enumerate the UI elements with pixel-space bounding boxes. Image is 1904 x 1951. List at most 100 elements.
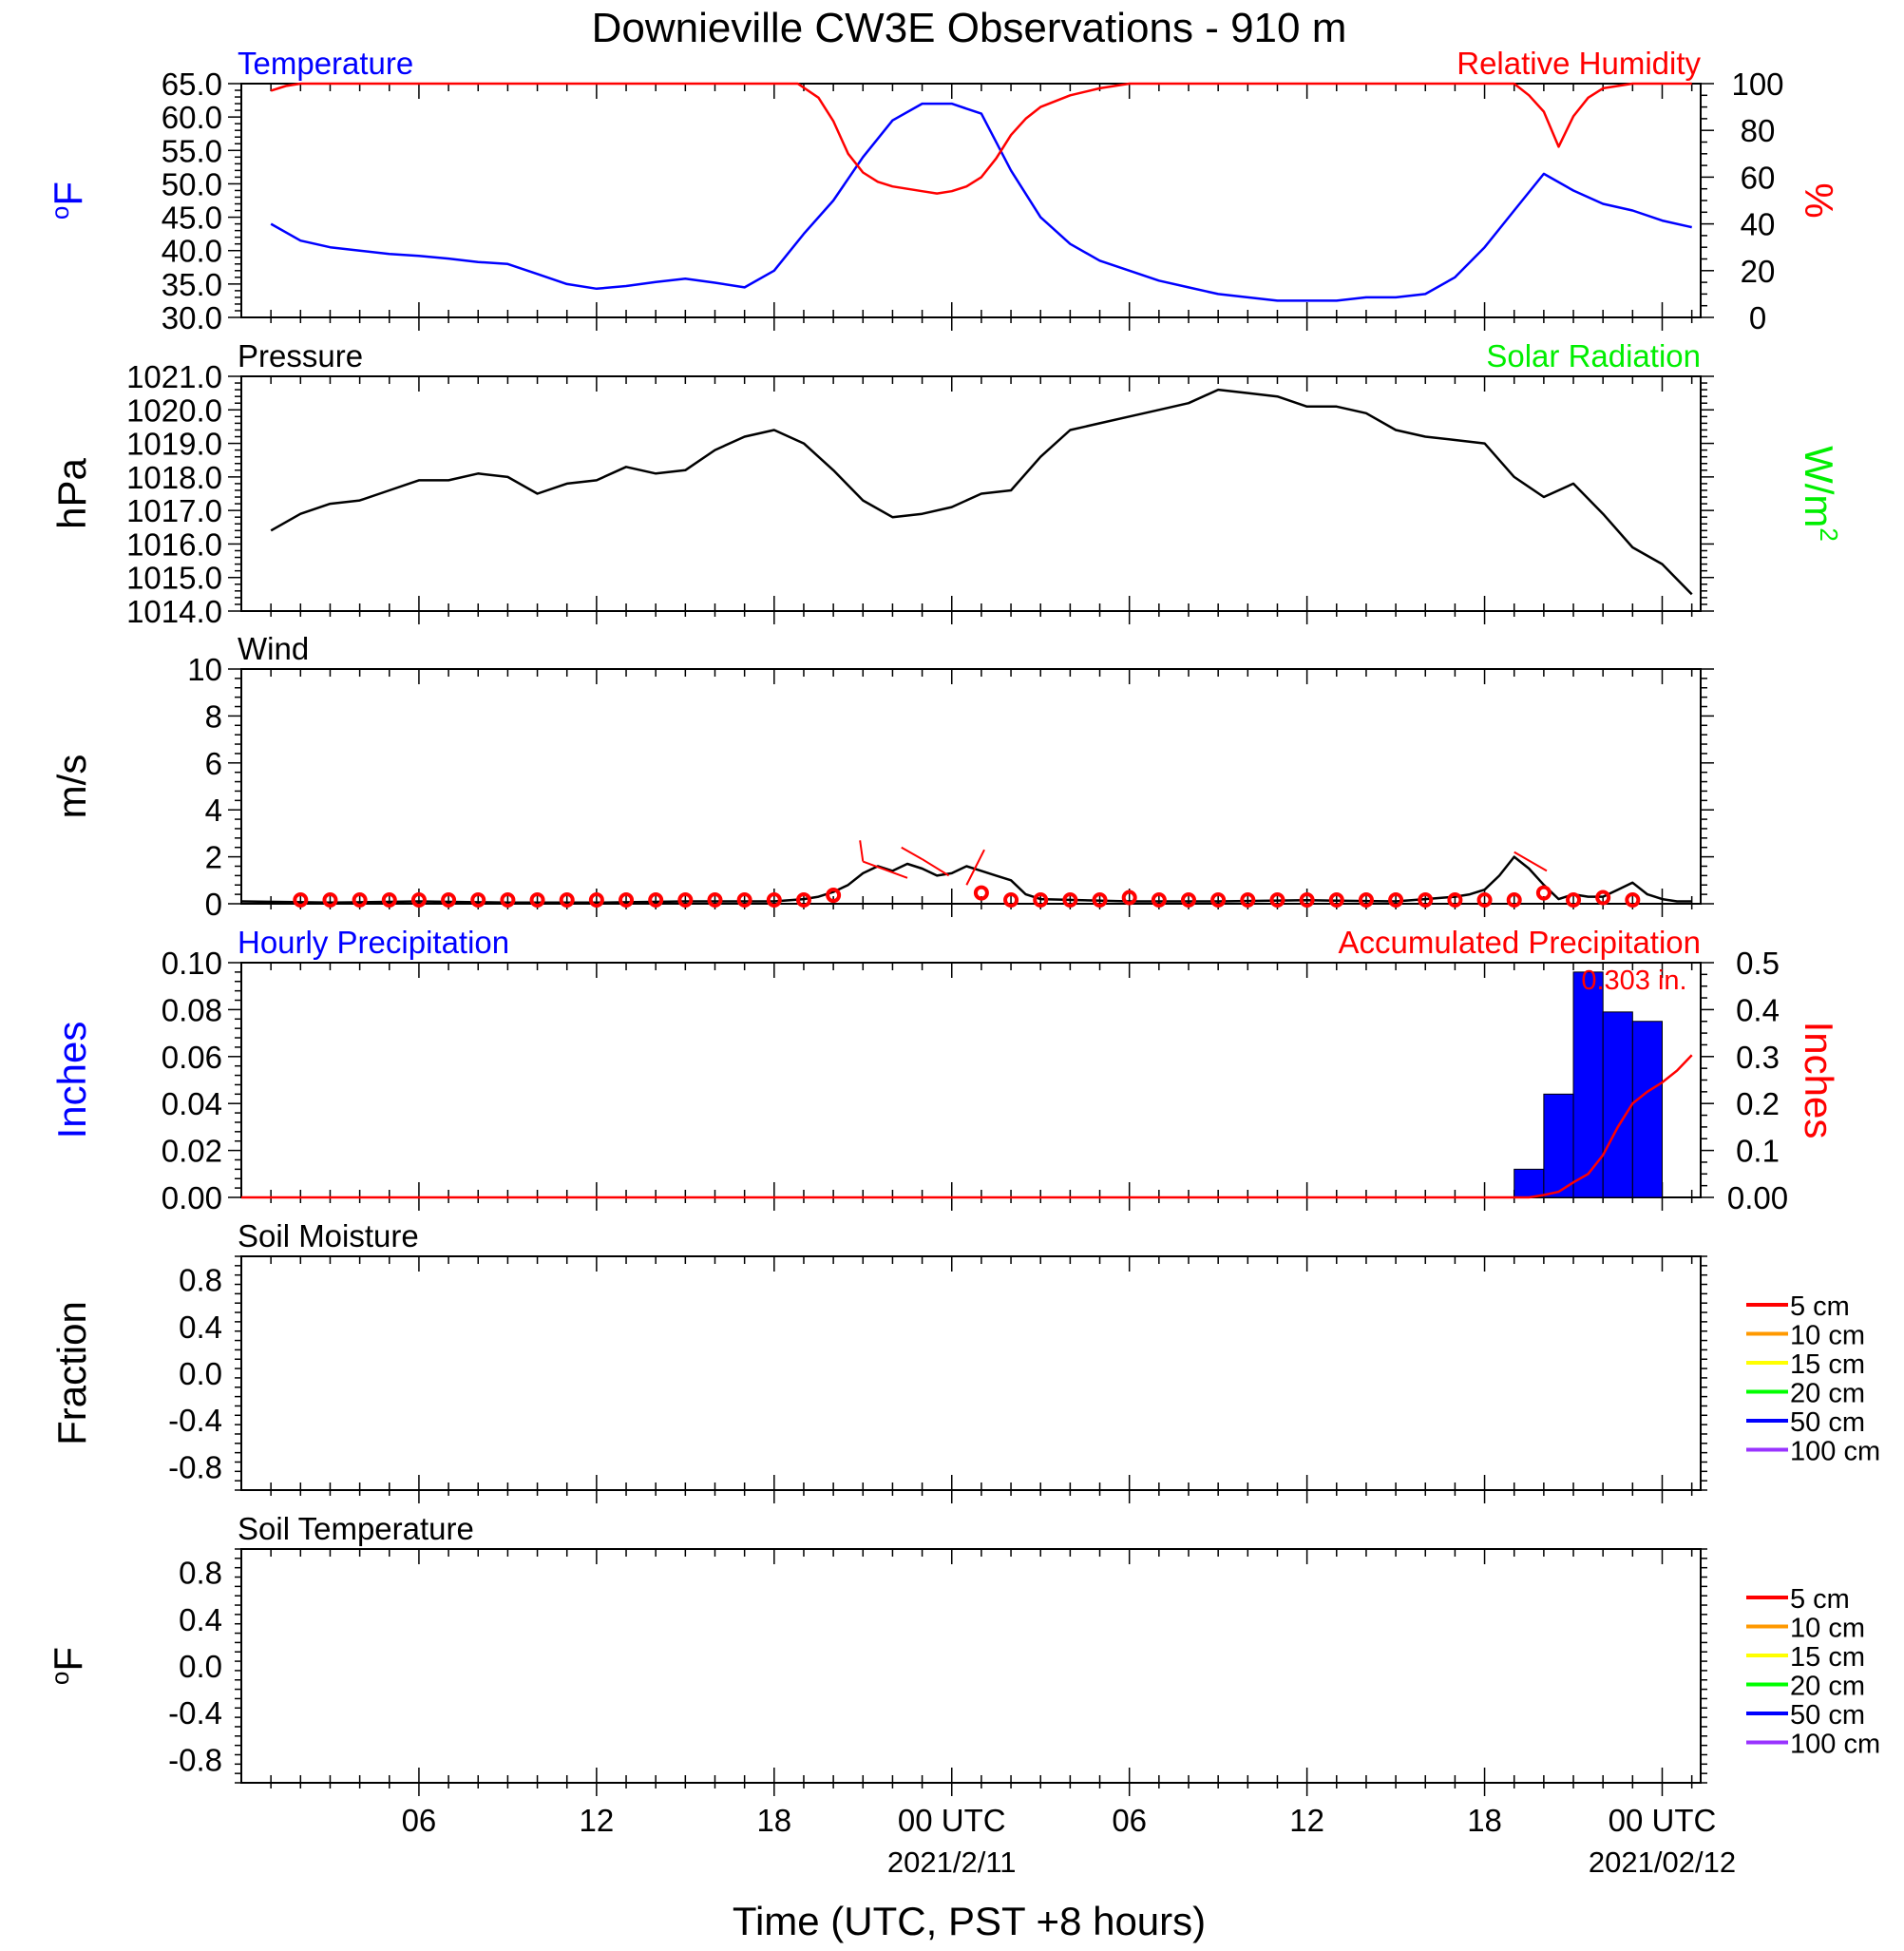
precip-bar xyxy=(1631,1021,1663,1198)
panel-soil_moisture: -0.8 -0.4 0.0 0.4 0.8 Soil Moisture Fraction 5 … xyxy=(49,1218,1880,1503)
wind-calm-circle xyxy=(619,892,635,908)
y-axis-label: m/s xyxy=(49,755,94,819)
y-tick-label: 1014.0 xyxy=(126,594,222,629)
wind-calm-circle xyxy=(1595,889,1611,906)
y-tick-label: 1016.0 xyxy=(126,526,222,562)
y-tick-label: 0.04 xyxy=(162,1086,222,1121)
wind-calm-circle xyxy=(1535,885,1552,901)
y-tick-label-right: 60 xyxy=(1741,160,1776,195)
y-tick-label-right: 0.00 xyxy=(1727,1180,1788,1215)
y-tick-label-right: 80 xyxy=(1741,113,1776,148)
x-tick-label: 12 xyxy=(1289,1803,1324,1838)
y-tick-label: 0.08 xyxy=(162,992,222,1027)
wind-calm-circle xyxy=(1328,892,1344,908)
wind-calm-circle xyxy=(1240,892,1256,908)
wind-barb xyxy=(859,840,865,862)
wind-calm-circle xyxy=(1151,892,1167,908)
accum-annotation: 0.303 in. xyxy=(1581,966,1686,996)
series-line-0 xyxy=(240,855,1692,905)
degree-o: o xyxy=(46,1672,74,1685)
y-axis-label: Fraction xyxy=(49,1301,94,1445)
wind-calm-circle xyxy=(1476,892,1493,908)
wind-calm-circle xyxy=(1092,892,1108,908)
x-tick-label: 18 xyxy=(756,1803,791,1838)
panel-precipitation: 0.00 0.02 0.04 0.06 0.08 0.10 0.00 0.1 0.2 0.3 0.4… xyxy=(49,925,1841,1215)
panel-temperature_rh: 30.035.040.045.050.055.060.065.0 0 20 40 60 8… xyxy=(46,46,1841,335)
wind-calm-circle xyxy=(293,892,309,908)
wind-calm-circle xyxy=(826,888,842,904)
y-tick-label: 60.0 xyxy=(162,100,222,135)
wind-calm-circle xyxy=(529,892,545,908)
precip-bar xyxy=(1543,1093,1574,1198)
wind-calm-circle xyxy=(736,892,752,908)
x-tick-label: 06 xyxy=(402,1803,437,1838)
x-date-label: 2021/02/12 xyxy=(1589,1846,1736,1879)
precip-bar xyxy=(1572,971,1604,1198)
y-tick-label: 1019.0 xyxy=(126,427,222,462)
y-axis-label-right: Inches xyxy=(1797,1022,1841,1139)
y-axis-label: oF xyxy=(46,1647,90,1685)
panel-title-left: Wind xyxy=(238,631,309,666)
panel-pressure: 1014.01015.01016.01017.01018.01019.01020… xyxy=(49,338,1843,629)
legend-label: 10 cm xyxy=(1790,1614,1865,1644)
y-tick-label: 55.0 xyxy=(162,133,222,168)
y-tick-label: 10 xyxy=(187,652,222,687)
wind-calm-circle xyxy=(1062,892,1078,908)
x-axis-title: Time (UTC, PST +8 hours) xyxy=(733,1899,1206,1943)
y-axis-label-right-text: Inches xyxy=(1797,1022,1841,1139)
legend-label: 10 cm xyxy=(1790,1321,1865,1351)
y-tick-label-right: 100 xyxy=(1731,67,1783,102)
y-tick-label: 50.0 xyxy=(162,166,222,201)
wind-calm-circle xyxy=(648,892,664,908)
y-axis-label: hPa xyxy=(49,457,94,528)
y-tick-label: 30.0 xyxy=(162,300,222,335)
wind-calm-circle xyxy=(559,892,575,908)
y-tick-label: 6 xyxy=(205,746,222,781)
y-axis-label-right: W/m2 xyxy=(1797,446,1843,542)
y-tick-label: 0 xyxy=(205,887,222,922)
y-tick-label: 0.0 xyxy=(179,1649,222,1684)
wind-calm-circle xyxy=(1506,892,1522,908)
y-tick-label-right: 40 xyxy=(1741,207,1776,242)
y-tick-label: 0.02 xyxy=(162,1134,222,1169)
plot-frame xyxy=(240,668,1702,905)
y-tick-label: 0.00 xyxy=(162,1180,222,1215)
y-axis-label-right-sup: 2 xyxy=(1815,527,1843,541)
panel-title-left: Temperature xyxy=(238,46,413,81)
y-tick-label: 1017.0 xyxy=(126,493,222,528)
wind-calm-circle xyxy=(1447,892,1463,908)
series-line-1 xyxy=(270,82,1692,195)
wind-calm-circle xyxy=(322,892,338,908)
y-axis-label: oF xyxy=(46,182,90,220)
plot-frame xyxy=(240,83,1702,318)
wind-calm-circle xyxy=(1269,892,1285,908)
wind-calm-circle xyxy=(707,892,723,908)
wind-calm-circle xyxy=(766,892,782,908)
y-tick-label: 0.4 xyxy=(179,1602,222,1637)
panel-wind: 0 2 4 6 8 10 Wind m/s xyxy=(49,631,1714,922)
wind-calm-circle xyxy=(1033,892,1049,908)
legend-label: 100 cm xyxy=(1790,1437,1880,1467)
wind-calm-circle xyxy=(1003,892,1019,908)
wind-calm-circle xyxy=(1388,892,1404,908)
wind-barb xyxy=(1514,851,1548,872)
wind-calm-circle xyxy=(470,892,486,908)
y-tick-label: 0.0 xyxy=(179,1356,222,1391)
y-tick-label: 1015.0 xyxy=(126,561,222,596)
wind-barb xyxy=(901,846,923,860)
accum-precip-line xyxy=(241,1054,1693,1199)
plot-frame xyxy=(240,962,1702,1198)
y-tick-label: 40.0 xyxy=(162,234,222,269)
legend-label: 100 cm xyxy=(1790,1730,1880,1760)
y-tick-label: 0.10 xyxy=(162,946,222,981)
y-tick-label: -0.8 xyxy=(168,1449,222,1484)
wind-calm-circle xyxy=(381,892,397,908)
wind-calm-circle xyxy=(352,892,368,908)
panel-title-right: Solar Radiation xyxy=(1486,338,1701,373)
x-tick-label: 12 xyxy=(580,1803,615,1838)
y-tick-label-right: 20 xyxy=(1741,254,1776,289)
legend-label: 50 cm xyxy=(1790,1407,1865,1438)
y-tick-label: 0.4 xyxy=(179,1310,222,1345)
y-tick-label: 8 xyxy=(205,698,222,734)
